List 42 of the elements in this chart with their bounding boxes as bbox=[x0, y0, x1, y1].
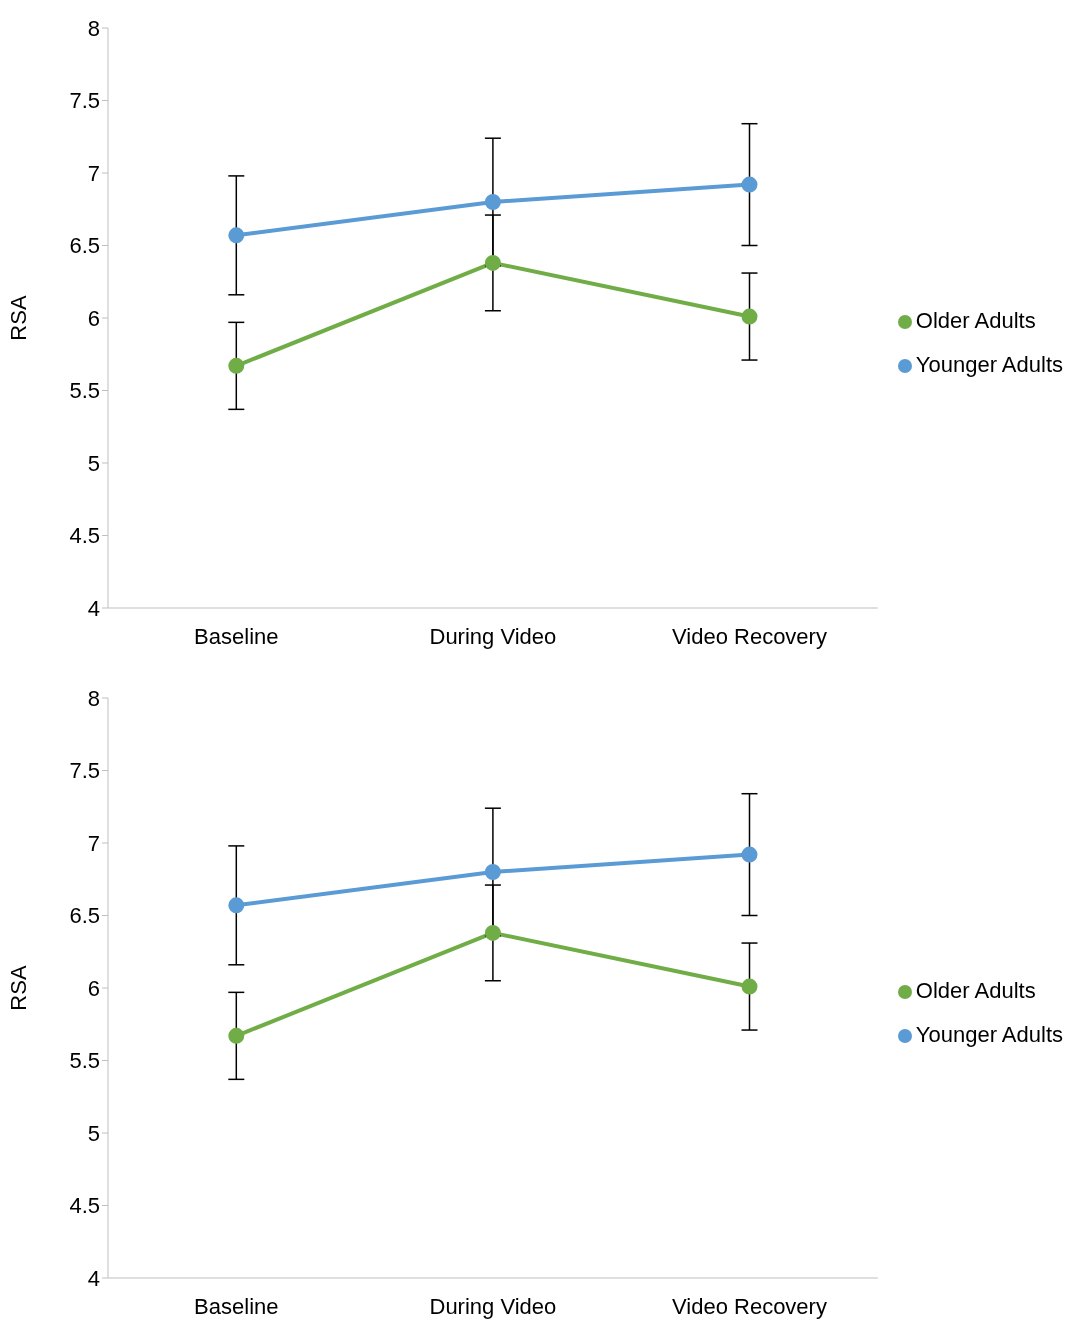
y-tick-label: 4 bbox=[87, 595, 100, 621]
y-tick-label: 6.5 bbox=[69, 233, 100, 259]
x-tick-label: Video Recovery bbox=[672, 1293, 827, 1319]
point bbox=[228, 357, 245, 374]
y-tick-label: 4 bbox=[87, 1265, 100, 1291]
y-tick-label: 4.5 bbox=[69, 523, 100, 549]
x-tick-label: Baseline bbox=[194, 1293, 279, 1319]
y-tick-label: 7.5 bbox=[69, 758, 100, 784]
y-tick-label: 5.5 bbox=[69, 1048, 100, 1074]
point bbox=[741, 978, 758, 995]
legend-label: Younger Adults bbox=[915, 352, 1063, 377]
point bbox=[228, 1027, 245, 1044]
point bbox=[484, 864, 501, 880]
y-tick-label: 7 bbox=[87, 160, 100, 186]
x-tick-label: Baseline bbox=[194, 623, 279, 649]
point bbox=[741, 176, 758, 193]
y-tick-label: 7.5 bbox=[69, 88, 100, 114]
y-tick-label: 6 bbox=[87, 975, 100, 1001]
legend-label: Older Adults bbox=[915, 308, 1036, 333]
point bbox=[484, 924, 501, 941]
x-tick-label: Video Recovery bbox=[672, 623, 827, 649]
point bbox=[741, 846, 758, 863]
point bbox=[484, 254, 501, 271]
y-tick-label: 6 bbox=[87, 305, 100, 331]
y-tick-label: 5 bbox=[87, 450, 100, 476]
y-tick-label: 8 bbox=[87, 15, 100, 41]
y-tick-label: 5 bbox=[87, 1120, 100, 1146]
point bbox=[741, 308, 758, 325]
legend-label: Older Adults bbox=[915, 978, 1036, 1003]
point bbox=[484, 194, 501, 210]
y-axis-title: RSA bbox=[5, 965, 31, 1011]
y-tick-label: 5.5 bbox=[69, 378, 100, 404]
x-tick-label: During Video bbox=[429, 623, 557, 649]
legend-label: Younger Adults bbox=[915, 1022, 1063, 1047]
y-tick-label: 8 bbox=[87, 685, 100, 711]
y-tick-label: 4.5 bbox=[69, 1193, 100, 1219]
y-tick-label: 7 bbox=[87, 830, 100, 856]
point bbox=[228, 897, 245, 914]
point bbox=[228, 227, 245, 244]
y-tick-label: 6.5 bbox=[69, 903, 100, 929]
x-tick-label: During Video bbox=[429, 1293, 557, 1319]
y-axis-title: RSA bbox=[5, 295, 31, 341]
